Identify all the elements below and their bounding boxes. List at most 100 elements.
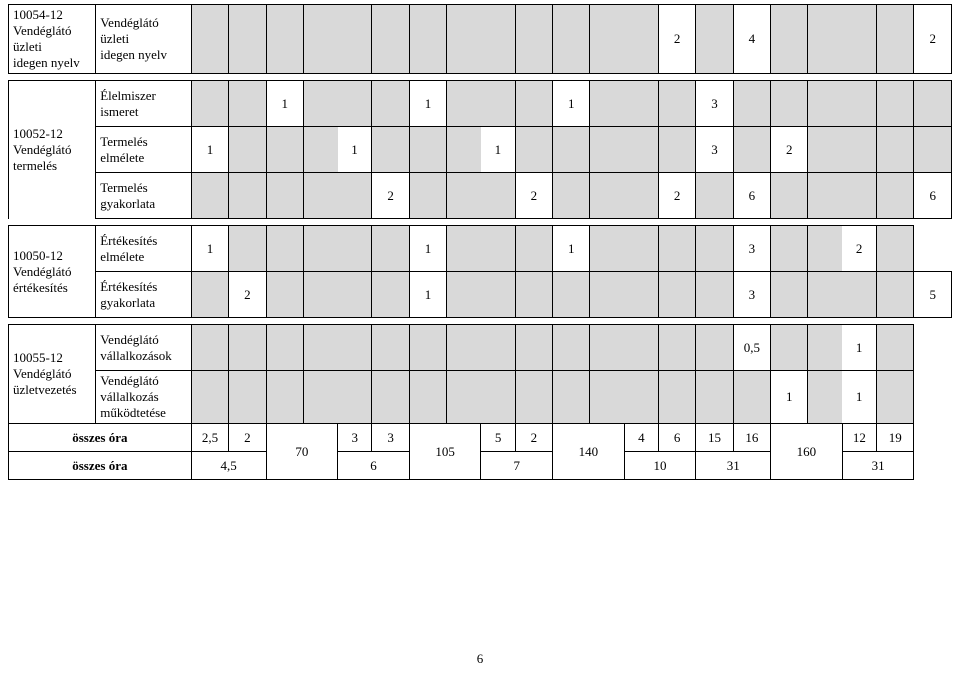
cell: 1 <box>553 81 590 127</box>
cell <box>808 325 842 371</box>
cell <box>338 226 372 272</box>
cell <box>191 5 228 74</box>
cell <box>696 173 733 219</box>
cell <box>553 272 590 318</box>
cell: 1 <box>191 226 228 272</box>
cell <box>877 5 914 74</box>
cell <box>877 371 914 424</box>
block-1: 10054-12 Vendéglátó üzleti idegen nyelv … <box>8 4 952 74</box>
cell <box>658 81 695 127</box>
table-row: 10052-12 Vendéglátó termelés Élelmiszer … <box>9 81 952 127</box>
cell <box>808 272 842 318</box>
cell <box>409 325 446 371</box>
cell <box>696 272 733 318</box>
total-cell: 5 <box>481 424 515 452</box>
cell <box>447 325 481 371</box>
subject-name: Vendéglátó vállalkozások <box>96 325 192 371</box>
table-row: Termelés elmélete 1 1 1 3 2 <box>9 127 952 173</box>
cell <box>266 127 303 173</box>
table-row: Termelés gyakorlata 2 2 2 6 6 <box>9 173 952 219</box>
block-4: 10055-12 Vendéglátó üzletvezetés Vendégl… <box>8 324 952 480</box>
cell <box>658 371 695 424</box>
cell <box>590 81 624 127</box>
block-2: 10052-12 Vendéglátó termelés Élelmiszer … <box>8 80 952 219</box>
cell <box>481 5 515 74</box>
cell <box>372 371 409 424</box>
total-cell: 4 <box>624 424 658 452</box>
cell <box>481 371 515 424</box>
total-cell: 4,5 <box>191 452 266 480</box>
cell <box>590 226 624 272</box>
cell: 6 <box>733 173 770 219</box>
cell: 5 <box>914 272 952 318</box>
cell: 1 <box>191 127 228 173</box>
cell: 3 <box>733 226 770 272</box>
cell <box>229 127 266 173</box>
cell <box>515 226 552 272</box>
cell <box>229 325 266 371</box>
total-cell: 31 <box>842 452 914 480</box>
cell <box>590 371 624 424</box>
cell <box>515 371 552 424</box>
totals-row-1: összes óra 2,5 2 70 3 3 105 5 2 140 4 6 … <box>9 424 952 452</box>
total-cell: 7 <box>481 452 553 480</box>
subject-name: Vendéglátó vállalkozás működtetése <box>96 371 192 424</box>
cell <box>515 127 552 173</box>
cell <box>877 325 914 371</box>
cell <box>808 173 842 219</box>
cell: 1 <box>409 81 446 127</box>
cell <box>842 81 876 127</box>
cell <box>515 272 552 318</box>
cell <box>808 81 842 127</box>
cell <box>191 272 228 318</box>
total-merge: 160 <box>771 424 843 480</box>
table-row: Vendéglátó vállalkozás működtetése 1 1 <box>9 371 952 424</box>
cell <box>624 226 658 272</box>
module-code: 10052-12 Vendéglátó termelés <box>9 81 96 219</box>
cell <box>447 226 481 272</box>
cell: 1 <box>771 371 808 424</box>
cell: 1 <box>842 371 876 424</box>
cell <box>229 371 266 424</box>
cell: 2 <box>914 5 952 74</box>
cell <box>447 371 481 424</box>
cell <box>808 5 842 74</box>
cell <box>409 371 446 424</box>
cell <box>372 81 409 127</box>
subject-name: Termelés gyakorlata <box>96 173 192 219</box>
cell: 1 <box>481 127 515 173</box>
cell <box>372 127 409 173</box>
cell <box>696 325 733 371</box>
cell <box>590 5 624 74</box>
cell <box>338 173 372 219</box>
cell: 3 <box>696 127 733 173</box>
cell: 3 <box>733 272 770 318</box>
cell <box>658 226 695 272</box>
cell <box>447 272 481 318</box>
total-cell: 16 <box>733 424 770 452</box>
cell <box>372 5 409 74</box>
cell <box>515 81 552 127</box>
cell <box>303 272 337 318</box>
cell <box>303 325 337 371</box>
cell <box>481 325 515 371</box>
total-cell: 2 <box>515 424 552 452</box>
cell <box>771 81 808 127</box>
cell: 1 <box>409 272 446 318</box>
total-merge: 105 <box>409 424 481 480</box>
cell <box>372 226 409 272</box>
cell <box>266 371 303 424</box>
cell <box>229 5 266 74</box>
subject-name: Értékesítés gyakorlata <box>96 272 192 318</box>
table-row: 10055-12 Vendéglátó üzletvezetés Vendégl… <box>9 325 952 371</box>
cell: 0,5 <box>733 325 770 371</box>
total-cell: 12 <box>842 424 876 452</box>
module-code: 10054-12 Vendéglátó üzleti idegen nyelv <box>9 5 96 74</box>
total-cell: 2 <box>229 424 266 452</box>
total-merge: 70 <box>266 424 338 480</box>
cell <box>303 127 337 173</box>
cell <box>338 371 372 424</box>
page-number: 6 <box>0 651 960 667</box>
cell <box>658 325 695 371</box>
cell: 1 <box>553 226 590 272</box>
